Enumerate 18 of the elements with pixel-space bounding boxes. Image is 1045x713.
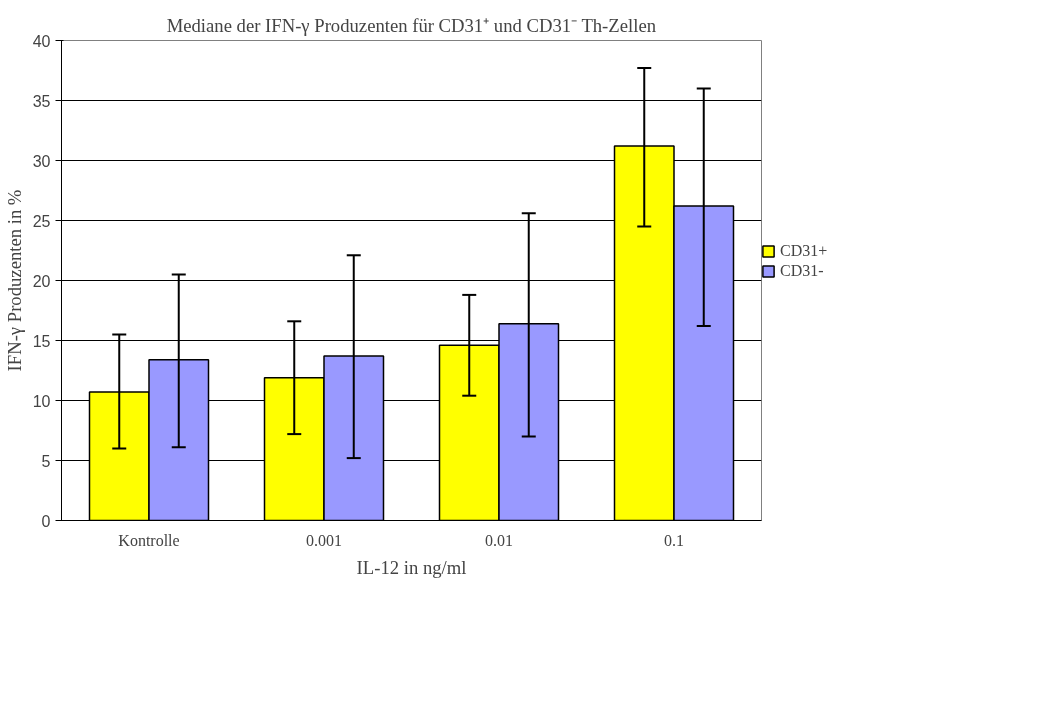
y-tick-label: 0: [41, 512, 51, 530]
y-tick-label: 5: [41, 452, 51, 470]
x-tick-label: 0.001: [306, 531, 342, 549]
y-axis-title: IFN-γ Produzenten in %: [3, 189, 25, 372]
y-tick-label: 10: [32, 392, 51, 410]
legend-label: CD31+: [780, 242, 828, 260]
y-tick-label: 20: [32, 272, 51, 290]
x-axis-title: IL-12 in ng/ml: [356, 556, 467, 578]
y-tick-label: 40: [32, 32, 51, 50]
legend-label: CD31-: [780, 262, 824, 280]
y-tick-label: 25: [32, 212, 51, 230]
x-tick-label: 0.1: [664, 531, 684, 549]
chart-title: Mediane der IFN-γ Produzenten für CD31⁺ und CD31⁻ Th-Zellen: [166, 14, 657, 36]
y-tick-label: 30: [32, 152, 51, 170]
x-tick-label: Kontrolle: [118, 531, 180, 549]
y-tick-label: 15: [32, 332, 51, 350]
y-tick-label: 35: [32, 92, 51, 110]
x-tick-label: 0.01: [485, 531, 513, 549]
